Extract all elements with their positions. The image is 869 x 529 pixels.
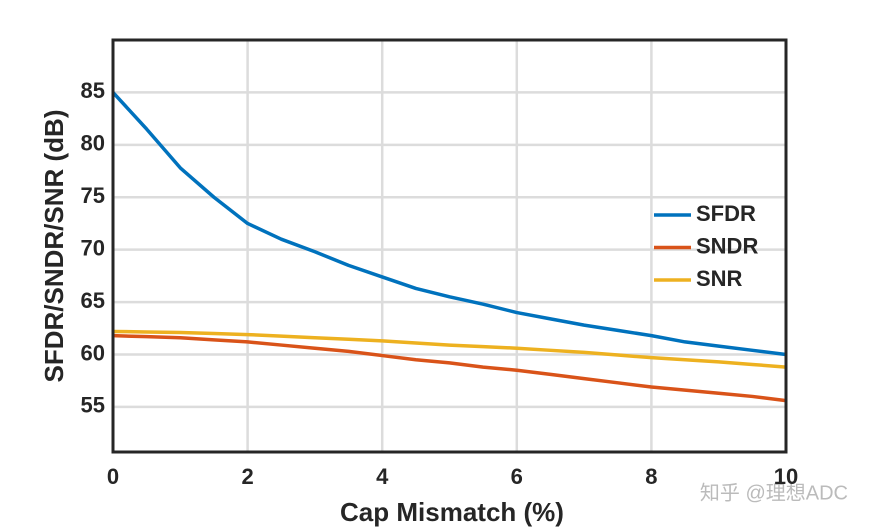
- y-tick-label: 80: [81, 131, 105, 156]
- y-tick-label: 85: [81, 78, 105, 103]
- x-tick-label: 4: [376, 464, 389, 489]
- y-tick-label: 55: [81, 393, 105, 418]
- y-tick-label: 60: [81, 340, 105, 365]
- y-axis-label: SFDR/SNDR/SNR (dB): [39, 110, 69, 383]
- legend-label: SNDR: [696, 233, 758, 258]
- legend-label: SFDR: [696, 201, 756, 226]
- x-tick-label: 0: [107, 464, 119, 489]
- data-line: [112, 329, 787, 369]
- x-tick-label: 10: [774, 464, 798, 489]
- data-line: [112, 333, 787, 403]
- x-tick-label: 6: [511, 464, 523, 489]
- y-tick-label: 70: [81, 235, 105, 260]
- y-tick-label: 75: [81, 183, 105, 208]
- legend-label: SNR: [696, 266, 743, 291]
- y-tick-label: 65: [81, 288, 105, 313]
- x-axis-label: Cap Mismatch (%): [340, 497, 564, 527]
- watermark: 知乎 @理想ADC: [700, 481, 848, 504]
- x-tick-label: 2: [241, 464, 253, 489]
- data-line: [111, 91, 787, 357]
- plot-frame: [111, 38, 788, 454]
- x-tick-label: 8: [645, 464, 657, 489]
